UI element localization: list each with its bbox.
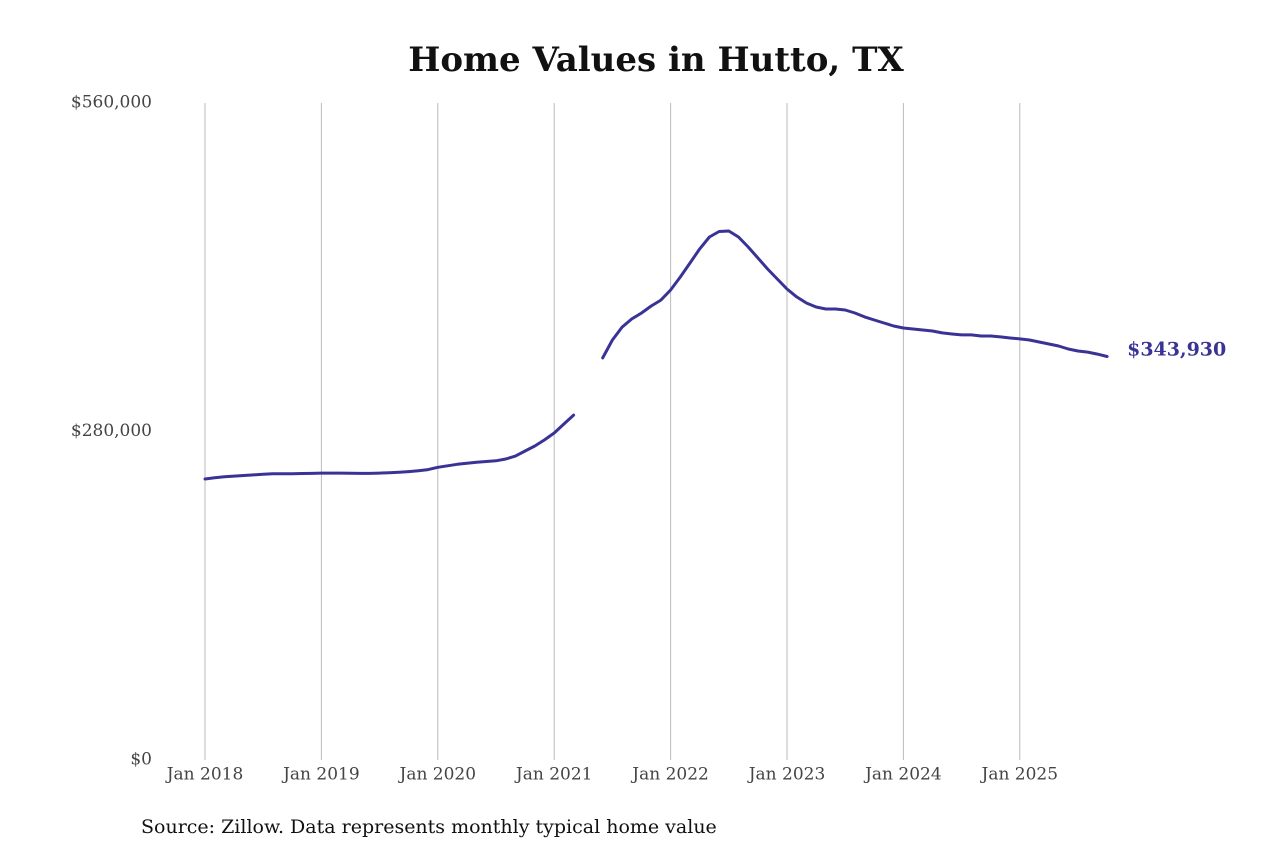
x-tick-label: Jan 2021 [514, 765, 593, 785]
x-tick-label: Jan 2019 [281, 765, 360, 785]
x-tick-label: Jan 2022 [630, 765, 709, 785]
value-label: $343,930 [1127, 338, 1226, 360]
y-tick-label: $0 [130, 750, 152, 770]
line [203, 229, 1109, 481]
source-note: Source: Zillow. Data represents monthly … [141, 816, 717, 838]
y-tick-label: $560,000 [71, 93, 152, 113]
chart-title: Home Values in Hutto, TX [408, 40, 904, 80]
x-tick-label: Jan 2024 [863, 765, 942, 785]
x-tick-label: Jan 2020 [398, 765, 477, 785]
y-tick-label: $280,000 [71, 421, 152, 441]
x-tick-label: Jan 2023 [747, 765, 826, 785]
x-tick-label: Jan 2025 [980, 765, 1059, 785]
x-tick-label: Jan 2018 [165, 765, 244, 785]
